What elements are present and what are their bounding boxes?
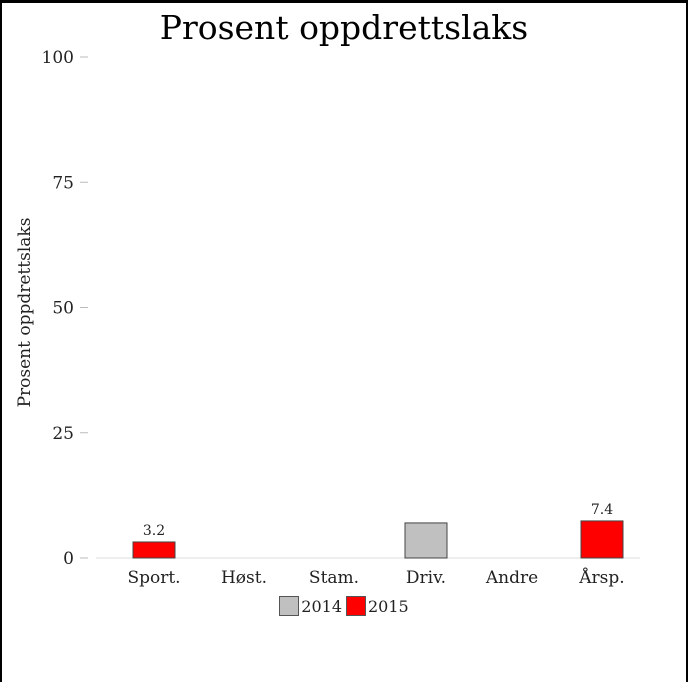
- y-tick-label: 50: [52, 299, 74, 319]
- chart-title: Prosent oppdrettslaks: [159, 8, 529, 47]
- bar-2015-1: [132, 541, 176, 559]
- legend-label-2015: 2015: [368, 596, 409, 616]
- x-tick-label: Driv.: [406, 568, 446, 588]
- data-label: 3.2: [143, 523, 165, 539]
- x-tick-label: Årsp.: [578, 567, 624, 588]
- legend-item-2015: 2015: [346, 596, 409, 616]
- x-tick-label: Sport.: [127, 568, 180, 588]
- y-tick-label: 75: [52, 173, 74, 193]
- bar-2015-6: [580, 520, 624, 559]
- legend-label-2014: 2014: [301, 596, 342, 616]
- x-tick-label: Andre: [485, 568, 538, 588]
- chart-legend: 2014 2015: [0, 596, 688, 616]
- bar-2014-4: [404, 522, 448, 559]
- x-tick-label: Stam.: [309, 568, 359, 588]
- right-border: [686, 0, 688, 682]
- top-border: [0, 0, 688, 3]
- y-axis-title: Prosent oppdrettslaks: [15, 218, 35, 408]
- legend-swatch-2014: [279, 596, 300, 616]
- x-tick-label: Høst.: [221, 568, 267, 588]
- y-tick-label: 100: [42, 48, 74, 68]
- y-tick-label: 0: [63, 549, 74, 569]
- data-label: 7.4: [591, 502, 613, 518]
- legend-swatch-2015: [346, 596, 366, 616]
- left-border: [0, 0, 2, 682]
- legend-item-2014: 2014: [279, 596, 342, 616]
- y-tick-label: 25: [52, 424, 74, 444]
